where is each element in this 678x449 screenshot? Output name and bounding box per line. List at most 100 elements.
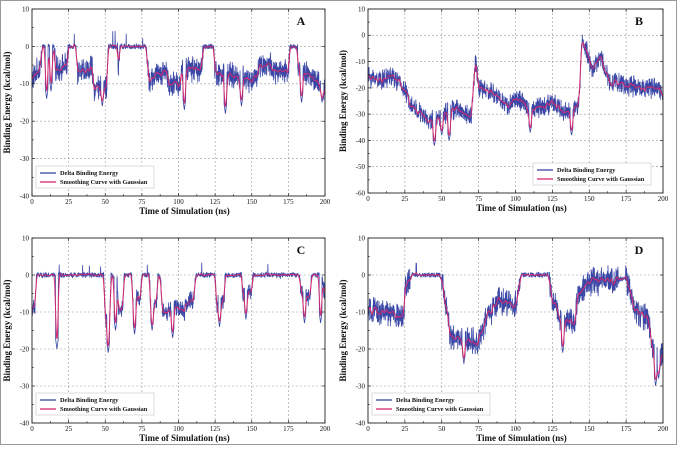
x-axis-title: Time of Simulation (ns) <box>476 203 567 213</box>
x-tick-label: 0 <box>366 425 370 433</box>
y-axis-title: Binding Energy (kcal/mol) <box>338 279 348 381</box>
panel-letter: B <box>635 14 643 28</box>
y-tick-label: 10 <box>22 5 30 13</box>
x-tick-label: 150 <box>247 425 258 433</box>
y-tick-label: 0 <box>26 43 30 51</box>
y-tick-label: -40 <box>20 192 30 200</box>
x-tick-label: 75 <box>475 425 483 433</box>
legend: Delta Binding Energy Smoothing Curve with… <box>532 162 652 186</box>
x-axis-title: Time of Simulation (ns) <box>139 206 230 216</box>
x-tick-label: 75 <box>475 195 483 203</box>
y-tick-label: -30 <box>20 155 30 163</box>
x-tick-label: 50 <box>102 198 110 206</box>
legend-box <box>35 392 155 416</box>
legend-label-smooth: Smoothing Curve with Gaussian <box>557 176 645 183</box>
x-tick-label: 50 <box>102 425 110 433</box>
x-tick-label: 25 <box>401 425 409 433</box>
x-tick-label: 125 <box>547 195 558 203</box>
y-tick-label: -10 <box>20 80 30 88</box>
x-tick-label: 150 <box>247 198 258 206</box>
legend-box <box>532 162 652 186</box>
y-tick-label: -30 <box>356 382 366 390</box>
series-smoothing-curve <box>31 273 326 347</box>
series-smoothing-curve <box>367 272 664 381</box>
y-tick-label: -10 <box>356 308 366 316</box>
x-tick-label: 200 <box>320 425 331 433</box>
panel-letter: A <box>297 14 306 28</box>
legend-box <box>371 392 491 416</box>
y-tick-label: -20 <box>20 345 30 353</box>
y-tick-label: -40 <box>356 419 366 427</box>
chart-panel-b: 0 25 50 75 100 125 150 175 200100-10-20-30-40-50… <box>338 5 669 213</box>
chart-panel-c: 0 25 50 75 100 125 150 175 200100-10-20-30-40Tim… <box>2 234 331 443</box>
x-tick-label: 125 <box>210 198 221 206</box>
x-tick-label: 175 <box>283 425 294 433</box>
x-tick-label: 75 <box>138 425 146 433</box>
y-tick-label: -20 <box>20 118 30 126</box>
x-tick-label: 150 <box>584 425 595 433</box>
panel-letter: C <box>297 243 306 257</box>
chart-panel-d: 0 25 50 75 100 125 150 175 200100-10-20-30-40Tim… <box>338 234 669 443</box>
x-tick-label: 150 <box>584 195 595 203</box>
y-tick-label: 10 <box>358 5 366 13</box>
series-smoothing-curve <box>367 42 664 142</box>
y-tick-label: 10 <box>358 234 366 242</box>
legend-label-smooth: Smoothing Curve with Gaussian <box>60 406 148 413</box>
y-tick-label: -20 <box>356 345 366 353</box>
y-tick-label: -10 <box>20 308 30 316</box>
x-tick-label: 0 <box>366 195 370 203</box>
y-tick-label: -40 <box>356 137 366 145</box>
x-tick-label: 200 <box>658 195 669 203</box>
x-tick-label: 125 <box>210 425 221 433</box>
x-axis-title: Time of Simulation (ns) <box>476 433 567 443</box>
y-tick-label: -20 <box>356 84 366 92</box>
x-tick-label: 200 <box>320 198 331 206</box>
legend-label-smooth: Smoothing Curve with Gaussian <box>396 406 484 413</box>
chart-panel-a: 0 25 50 75 100 125 150 175 200100-10-20-30-40Tim… <box>2 5 331 216</box>
series-delta-binding-energy <box>367 34 664 146</box>
x-axis-title: Time of Simulation (ns) <box>139 433 230 443</box>
x-tick-label: 200 <box>658 425 669 433</box>
legend-label-raw: Delta Binding Energy <box>60 397 119 404</box>
panel-letter: D <box>635 243 644 257</box>
y-tick-label: -30 <box>20 382 30 390</box>
legend: Delta Binding Energy Smoothing Curve with… <box>35 165 155 189</box>
legend-label-raw: Delta Binding Energy <box>557 167 616 174</box>
y-tick-label: 0 <box>362 32 366 40</box>
y-axis-title: Binding Energy (kcal/mol) <box>338 50 348 152</box>
x-tick-label: 175 <box>621 195 632 203</box>
y-tick-label: -50 <box>356 163 366 171</box>
y-tick-label: 0 <box>362 271 366 279</box>
x-tick-label: 75 <box>138 198 146 206</box>
y-tick-label: 0 <box>26 271 30 279</box>
x-tick-label: 175 <box>621 425 632 433</box>
legend-label-raw: Delta Binding Energy <box>60 170 119 177</box>
legend: Delta Binding Energy Smoothing Curve with… <box>35 392 155 416</box>
series-smoothing-curve <box>31 44 326 108</box>
legend-box <box>35 165 155 189</box>
x-tick-label: 25 <box>65 198 73 206</box>
x-tick-label: 175 <box>283 198 294 206</box>
x-tick-label: 50 <box>438 425 446 433</box>
x-tick-label: 125 <box>547 425 558 433</box>
x-tick-label: 25 <box>401 195 409 203</box>
x-tick-label: 25 <box>65 425 73 433</box>
x-tick-label: 100 <box>173 198 184 206</box>
x-tick-label: 100 <box>510 195 521 203</box>
y-tick-label: -40 <box>20 419 30 427</box>
x-tick-label: 50 <box>438 195 446 203</box>
series-delta-binding-energy <box>367 262 664 387</box>
y-tick-label: 10 <box>22 234 30 242</box>
y-tick-label: -30 <box>356 111 366 119</box>
y-axis-title: Binding Energy (kcal/mol) <box>2 279 12 381</box>
legend-label-raw: Delta Binding Energy <box>396 397 455 404</box>
y-axis-title: Binding Energy (kcal/mol) <box>2 51 12 153</box>
y-tick-label: -60 <box>356 189 366 197</box>
x-tick-label: 100 <box>510 425 521 433</box>
legend-label-smooth: Smoothing Curve with Gaussian <box>60 179 148 186</box>
legend: Delta Binding Energy Smoothing Curve with… <box>371 392 491 416</box>
x-tick-label: 0 <box>30 425 34 433</box>
x-tick-label: 100 <box>173 425 184 433</box>
